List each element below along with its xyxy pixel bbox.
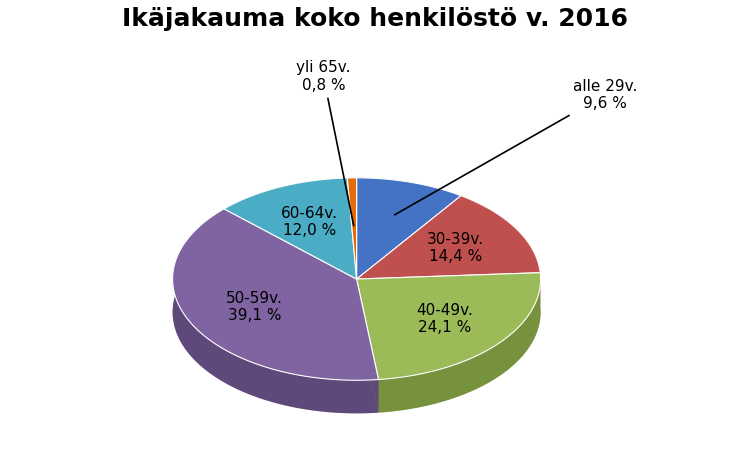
Polygon shape [172,209,379,380]
Text: alle 29v.
9,6 %: alle 29v. 9,6 % [394,79,638,215]
Polygon shape [347,178,356,279]
Polygon shape [379,273,541,413]
Polygon shape [356,279,379,413]
Text: 50-59v.
39,1 %: 50-59v. 39,1 % [226,291,283,323]
Polygon shape [356,273,541,380]
Polygon shape [224,178,356,279]
Ellipse shape [172,211,541,414]
Polygon shape [224,178,347,242]
Polygon shape [172,209,379,414]
Text: 30-39v.
14,4 %: 30-39v. 14,4 % [427,232,484,264]
Polygon shape [356,196,540,279]
Polygon shape [356,178,461,229]
Polygon shape [461,196,540,306]
Polygon shape [356,279,379,413]
Polygon shape [356,178,461,279]
Title: Ikäjakauma koko henkilöstö v. 2016: Ikäjakauma koko henkilöstö v. 2016 [122,7,628,31]
Polygon shape [347,178,356,211]
Text: 40-49v.
24,1 %: 40-49v. 24,1 % [416,303,472,336]
Text: yli 65v.
0,8 %: yli 65v. 0,8 % [296,61,354,226]
Text: 60-64v.
12,0 %: 60-64v. 12,0 % [280,206,338,238]
